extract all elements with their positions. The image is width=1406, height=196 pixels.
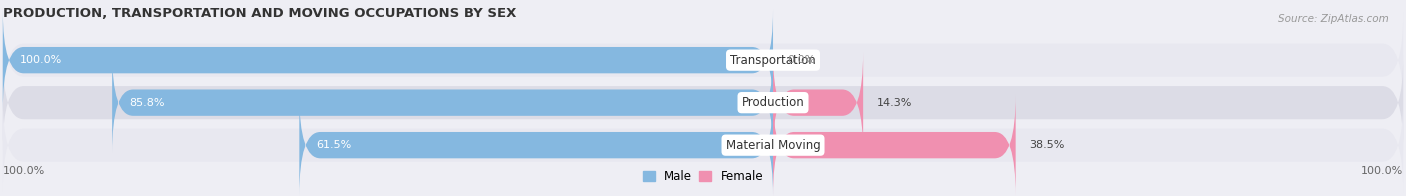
Text: 38.5%: 38.5%	[1029, 140, 1064, 150]
Text: 14.3%: 14.3%	[877, 98, 912, 108]
Text: 100.0%: 100.0%	[1361, 166, 1403, 176]
FancyBboxPatch shape	[3, 10, 773, 111]
Text: Production: Production	[741, 96, 804, 109]
Text: Source: ZipAtlas.com: Source: ZipAtlas.com	[1278, 14, 1389, 24]
Text: PRODUCTION, TRANSPORTATION AND MOVING OCCUPATIONS BY SEX: PRODUCTION, TRANSPORTATION AND MOVING OC…	[3, 7, 516, 20]
FancyBboxPatch shape	[3, 55, 1403, 150]
Text: 100.0%: 100.0%	[20, 55, 62, 65]
Text: 85.8%: 85.8%	[129, 98, 165, 108]
Text: Transportation: Transportation	[730, 54, 815, 67]
FancyBboxPatch shape	[773, 95, 1015, 196]
Legend: Male, Female: Male, Female	[641, 167, 765, 185]
FancyBboxPatch shape	[3, 13, 1403, 107]
FancyBboxPatch shape	[773, 52, 863, 153]
FancyBboxPatch shape	[299, 95, 773, 196]
Text: 61.5%: 61.5%	[316, 140, 352, 150]
FancyBboxPatch shape	[112, 52, 773, 153]
Text: 100.0%: 100.0%	[3, 166, 45, 176]
Text: Material Moving: Material Moving	[725, 139, 820, 152]
Text: 0.0%: 0.0%	[787, 55, 815, 65]
FancyBboxPatch shape	[3, 98, 1403, 192]
